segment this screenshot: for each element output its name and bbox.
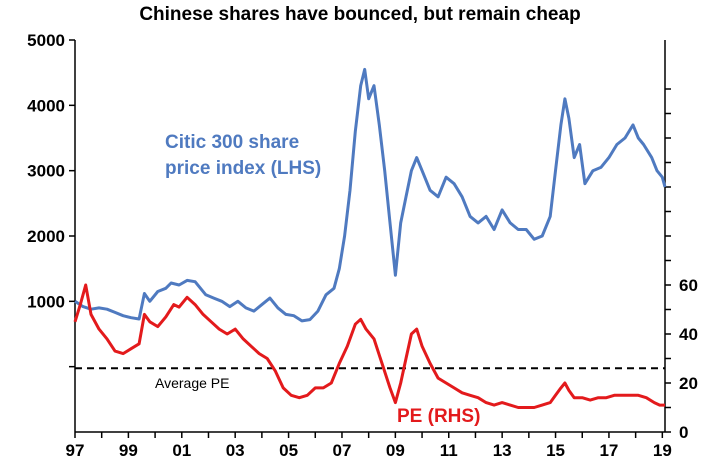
left-tick-label: 1000 xyxy=(27,292,65,311)
x-tick-label: 09 xyxy=(386,441,405,460)
lhs-series-label-line2: price index (LHS) xyxy=(165,158,321,179)
average-pe-label: Average PE xyxy=(155,375,229,391)
rhs-series-label: PE (RHS) xyxy=(397,406,480,427)
right-tick-label: 40 xyxy=(679,325,698,344)
left-tick-label: 3000 xyxy=(27,162,65,181)
x-tick-label: 01 xyxy=(172,441,191,460)
right-tick-label: 60 xyxy=(679,276,698,295)
left-tick-label: 5000 xyxy=(27,31,65,50)
x-tick-label: 15 xyxy=(546,441,565,460)
ticks-group: 1000 2000 3000 4000 5000 0 20 40 60 97 99 01 03 05 07 0… xyxy=(27,31,698,460)
left-tick-label: 2000 xyxy=(27,227,65,246)
right-tick-label: 20 xyxy=(679,374,698,393)
lhs-series-label-line1: Citic 300 share xyxy=(165,132,299,153)
x-tick-label: 99 xyxy=(119,441,138,460)
series-group xyxy=(73,67,667,409)
annotations-group: Citic 300 share price index (LHS) PE (RHS)… xyxy=(155,132,480,427)
x-tick-label: 05 xyxy=(279,441,298,460)
chart-title: Chinese shares have bounced, but remain … xyxy=(139,4,581,25)
x-tick-label: 11 xyxy=(440,441,458,460)
x-tick-label: 13 xyxy=(493,441,512,460)
x-tick-label: 07 xyxy=(333,441,352,460)
x-tick-label: 03 xyxy=(226,441,245,460)
left-tick-label: 4000 xyxy=(27,96,65,115)
pe-ratio-line xyxy=(73,283,665,409)
x-tick-label: 17 xyxy=(599,441,618,460)
citic-300-price-line xyxy=(74,67,667,323)
x-tick-label: 19 xyxy=(653,441,672,460)
x-tick-label: 97 xyxy=(66,441,85,460)
right-tick-label: 0 xyxy=(679,423,688,442)
